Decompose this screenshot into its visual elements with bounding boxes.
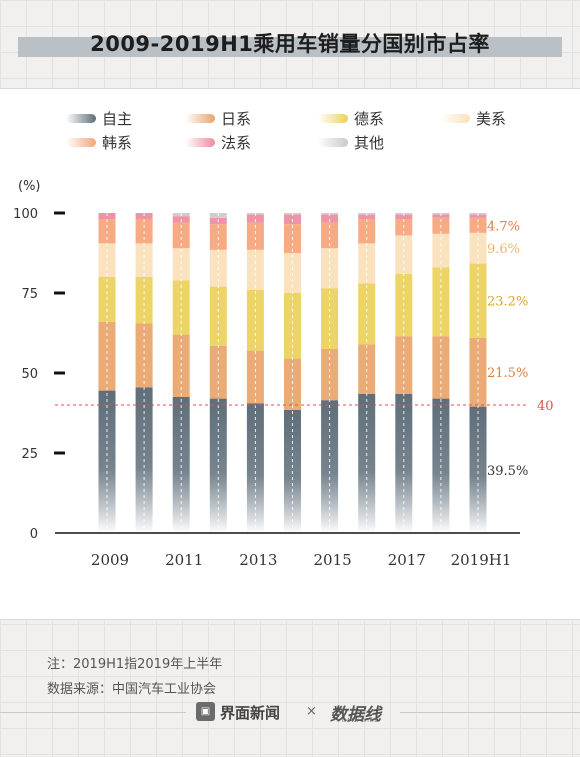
legend-swatch — [66, 137, 96, 147]
legend-swatch — [185, 137, 215, 147]
data-source: 数据来源：中国汽车工业协会 — [47, 682, 217, 697]
legend-item: 法系 — [185, 133, 252, 152]
bar-segment — [246, 214, 264, 223]
bar-segment — [358, 214, 376, 220]
bar-segment — [135, 277, 153, 324]
y-tick-label: 75 — [21, 287, 38, 302]
data-annotation: 39.5% — [487, 464, 528, 479]
page-title: 2009-2019H1乘用车销量分国别市占率 — [90, 32, 490, 56]
shuju-brand-logo: 数据线 — [330, 705, 381, 725]
legend-label: 美系 — [476, 109, 507, 128]
bar-segment — [246, 222, 264, 250]
bar-segment — [395, 214, 413, 220]
bar-segment — [432, 267, 450, 337]
bar-segment — [284, 293, 301, 359]
bar-segment — [246, 289, 264, 351]
data-annotation: 23.2% — [487, 295, 528, 310]
bar-segment — [321, 349, 339, 401]
y-tick-mark — [54, 211, 65, 215]
x-tick-label: 2009 — [91, 551, 129, 569]
bar-segment — [172, 222, 190, 249]
bar-segment — [469, 263, 487, 338]
bar-segment — [98, 243, 116, 277]
bar-segment — [284, 358, 301, 410]
legend-swatch — [185, 113, 215, 123]
legend-label: 韩系 — [102, 133, 133, 152]
brand-divider-right — [400, 712, 580, 713]
legend-swatch — [440, 113, 470, 123]
legend-label: 其他 — [354, 133, 385, 152]
bar-segment — [135, 243, 153, 277]
y-tick-mark — [54, 371, 65, 375]
brand-divider-left — [0, 712, 186, 713]
bar-segment — [395, 235, 413, 274]
legend-swatch — [318, 113, 348, 123]
y-tick-label: 25 — [21, 447, 38, 462]
legend-item: 韩系 — [66, 133, 133, 152]
bar-segment — [321, 222, 339, 249]
legend-item: 美系 — [440, 109, 507, 128]
bar-segment — [321, 214, 339, 223]
y-tick-label: 50 — [21, 367, 38, 382]
legend-label: 日系 — [221, 109, 252, 128]
x-tick-label: 2015 — [314, 551, 352, 569]
x-tick-label: 2019H1 — [451, 551, 512, 569]
bar-segment — [469, 406, 487, 533]
legend-label: 法系 — [221, 133, 252, 152]
y-tick-mark — [54, 451, 65, 455]
y-tick-label: 0 — [30, 527, 38, 542]
x-tick-label: 2013 — [239, 551, 277, 569]
bar-segment — [321, 288, 339, 349]
data-annotation: 4.7% — [487, 219, 520, 234]
bar-segment — [135, 323, 153, 388]
x-tick-label: 2017 — [388, 551, 426, 569]
legend-swatch — [318, 137, 348, 147]
chart-legend: 自主 日系 德系 美系韩系 法系 其他 — [0, 89, 580, 159]
bar-segment — [469, 337, 487, 407]
bar-segment — [172, 248, 190, 281]
legend-item: 日系 — [185, 109, 252, 128]
bar-segment — [469, 232, 487, 264]
jiemian-logo-icon: ▣ — [196, 702, 215, 721]
shuju-brand-sub: DATA WIRE — [342, 718, 379, 724]
bar-segment — [209, 345, 227, 399]
bar-segment — [358, 393, 376, 533]
title-underline-bar — [18, 37, 562, 57]
bar-segment — [358, 283, 376, 345]
bar-segment — [135, 213, 153, 220]
footnote: 注：2019H1指2019年上半年 — [47, 657, 223, 672]
bar-segment — [469, 214, 487, 218]
brand-times: × — [306, 704, 317, 719]
brand-row: ▣ 界面新闻 × 数据线 DATA WIRE — [0, 700, 580, 725]
y-tick-mark — [54, 291, 65, 295]
bar-segment — [395, 393, 413, 533]
bar-segment — [432, 336, 450, 399]
x-tick-label: 2011 — [165, 551, 203, 569]
y-axis-label: (%) — [18, 179, 41, 194]
jiemian-brand: 界面新闻 — [220, 704, 281, 722]
bar-segment — [98, 213, 116, 220]
legend-item: 其他 — [318, 133, 385, 152]
data-annotation: 9.6% — [487, 242, 520, 257]
reference-line-label: 40 — [537, 399, 554, 414]
data-annotation: 21.5% — [487, 366, 528, 381]
legend-item: 德系 — [318, 109, 385, 128]
bar-segment — [172, 280, 190, 335]
bar-segment — [432, 214, 450, 218]
bar-segment — [246, 403, 264, 533]
y-tick-label: 100 — [13, 207, 38, 222]
legend-label: 自主 — [102, 109, 133, 128]
legend-swatch — [66, 113, 96, 123]
bar-segment — [98, 321, 116, 391]
legend-item: 自主 — [66, 109, 133, 128]
legend-label: 德系 — [354, 109, 385, 128]
